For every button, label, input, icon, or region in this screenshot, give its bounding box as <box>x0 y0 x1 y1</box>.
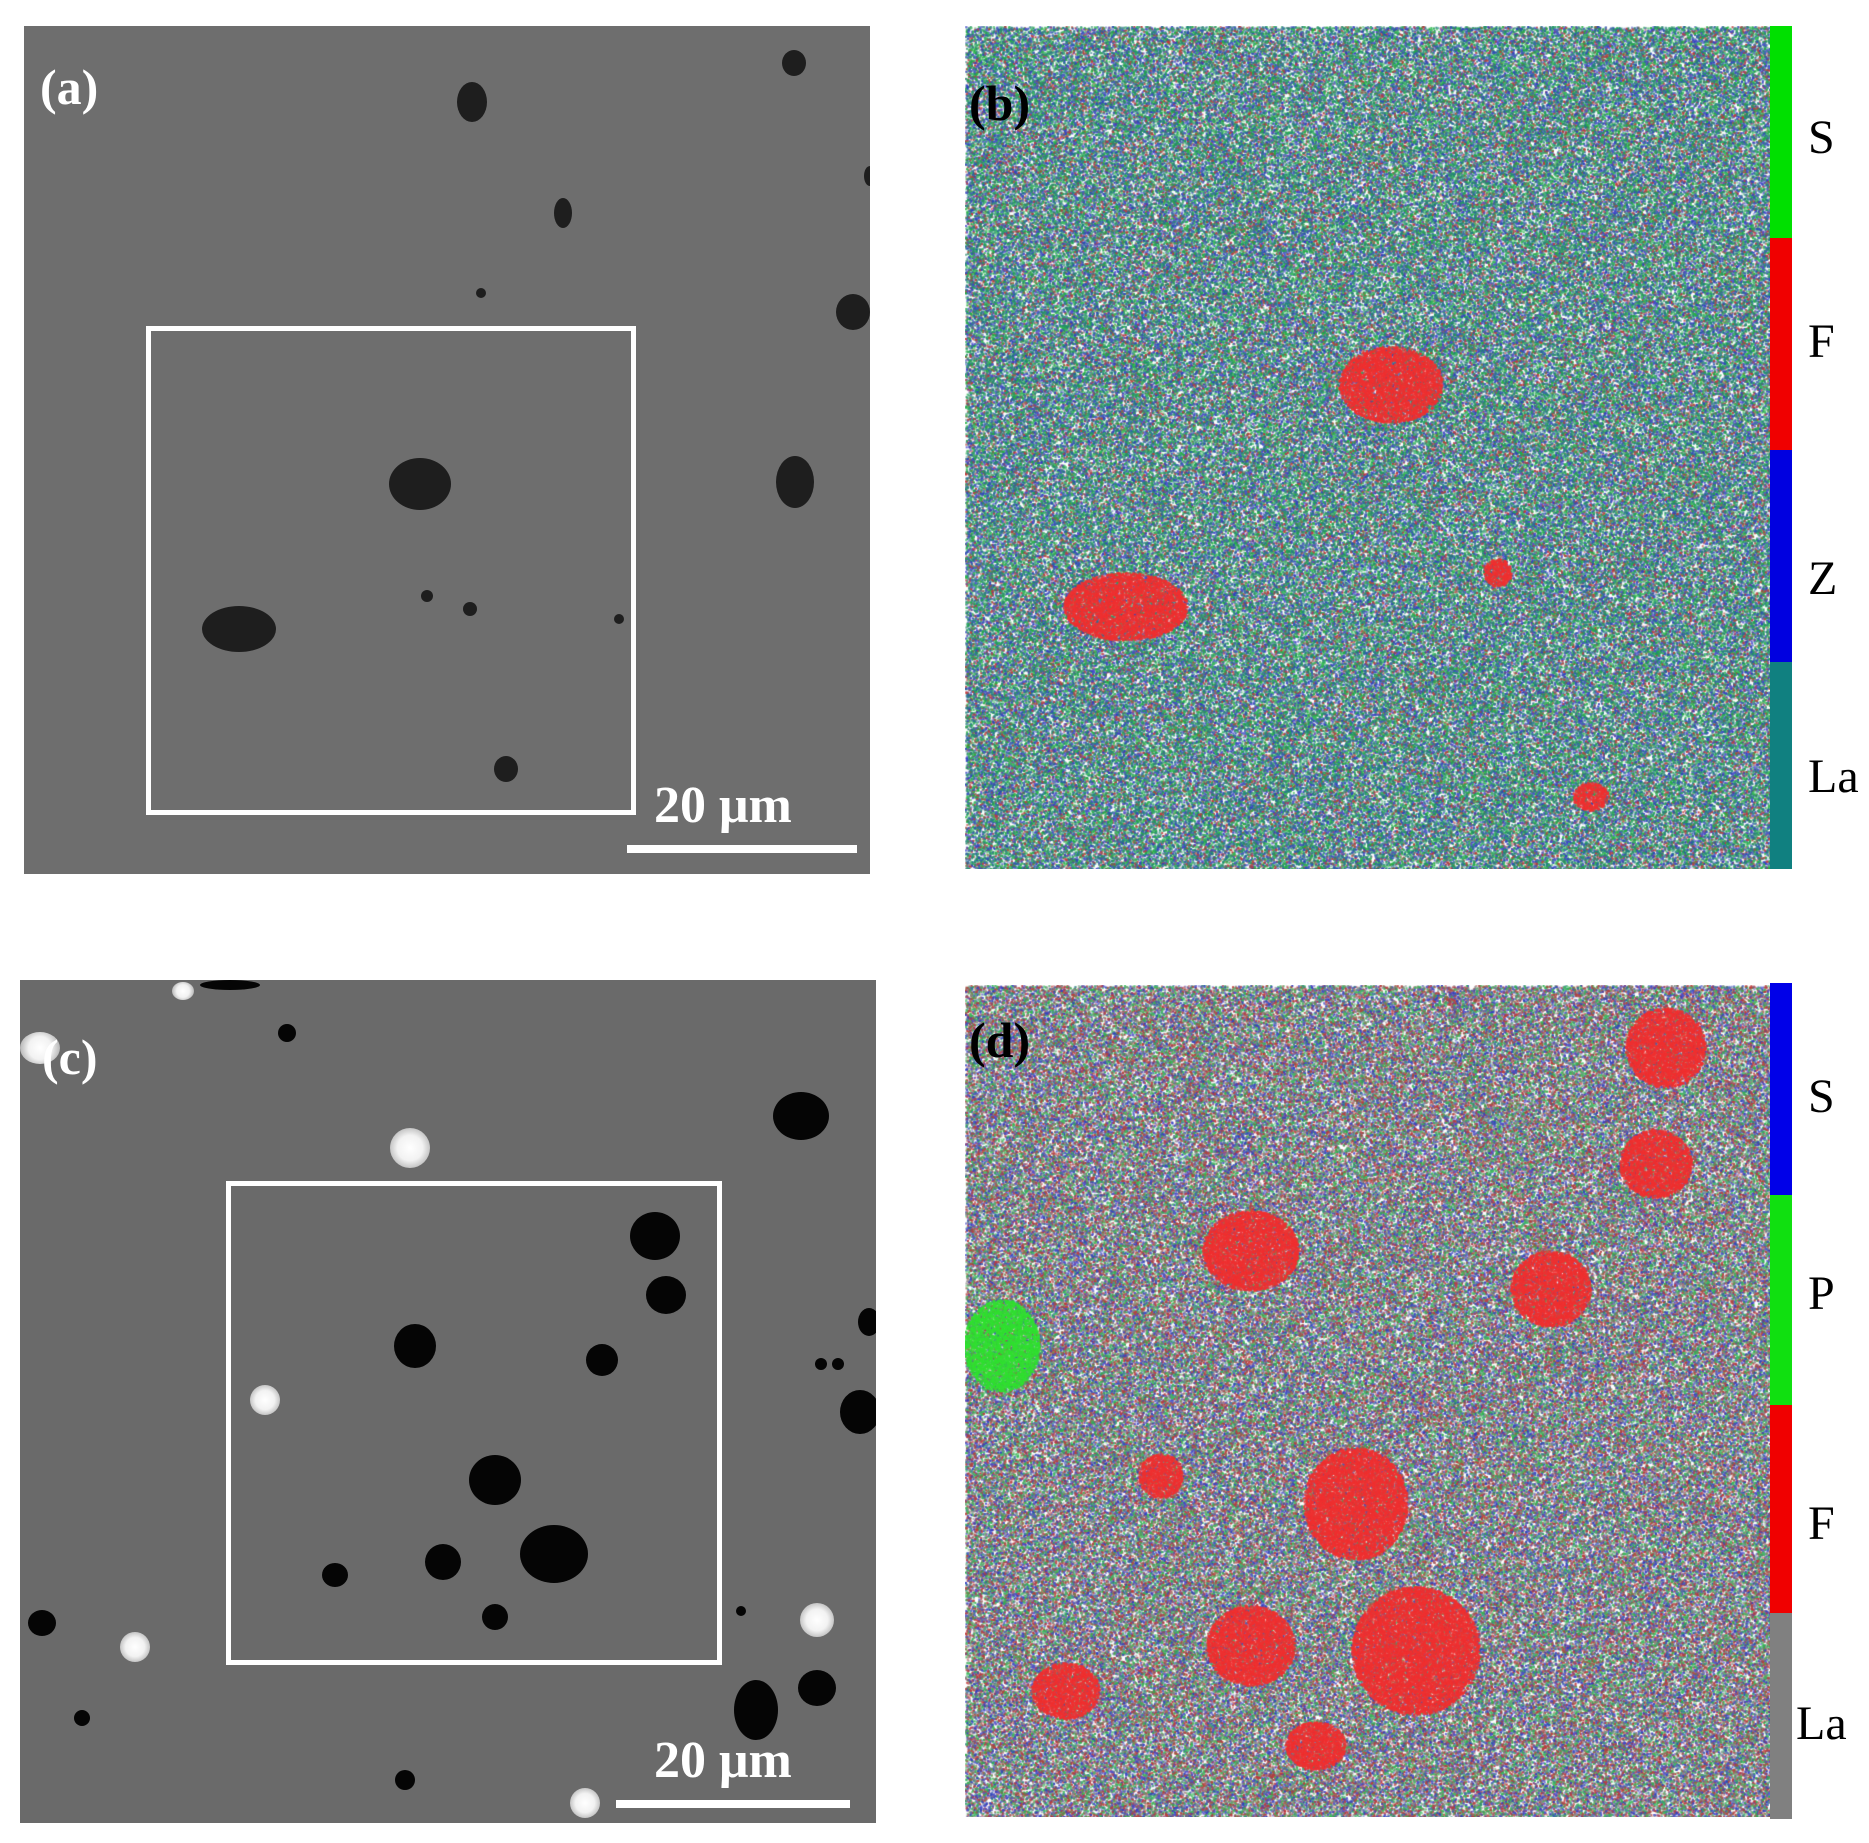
legend-label-f: F <box>1808 315 1835 368</box>
inclusion <box>614 614 624 624</box>
legend-swatch-f <box>1770 1405 1792 1613</box>
inclusion <box>74 1710 90 1726</box>
inclusion <box>476 288 486 298</box>
legend-label-la: La <box>1808 750 1859 803</box>
inclusion <box>836 294 870 330</box>
inclusion <box>782 50 806 76</box>
inclusion <box>457 82 487 122</box>
eds-map-b: (b) <box>965 26 1770 869</box>
inclusion <box>28 1610 56 1636</box>
inclusion <box>798 1670 836 1706</box>
legend-swatch-f <box>1770 238 1792 450</box>
inclusion <box>736 1606 746 1616</box>
inclusion <box>278 1024 296 1042</box>
scale-bar <box>616 1800 850 1808</box>
legend-swatch-s <box>1770 983 1792 1195</box>
inclusion <box>389 458 451 510</box>
region-of-interest-box <box>226 1181 722 1665</box>
inclusion <box>202 606 276 652</box>
inclusion <box>734 1680 778 1740</box>
eds-noise-map <box>965 985 1770 1817</box>
inclusion <box>646 1276 686 1314</box>
inclusion <box>425 1544 461 1580</box>
inclusion <box>864 166 870 186</box>
sem-image-c: (c) 20 μm <box>20 980 876 1823</box>
bright-particle <box>570 1788 600 1818</box>
inclusion <box>395 1770 415 1790</box>
legend-swatch-s <box>1770 26 1792 238</box>
eds-noise-map <box>965 26 1770 869</box>
scale-bar-label: 20 μm <box>654 777 792 834</box>
legend-swatch-z <box>1770 450 1792 662</box>
inclusion <box>776 456 814 508</box>
inclusion <box>858 1308 876 1336</box>
eds-map-d: (d) <box>965 985 1770 1817</box>
bright-particle <box>20 1032 60 1064</box>
legend-swatch-la <box>1770 662 1792 869</box>
legend-label-p: P <box>1808 1267 1835 1320</box>
region-of-interest-box <box>146 326 636 815</box>
inclusion <box>482 1604 508 1630</box>
inclusion <box>832 1358 844 1370</box>
scale-bar <box>627 845 857 853</box>
legend-label-z: Z <box>1808 552 1838 605</box>
legend-label-s: S <box>1808 1070 1835 1123</box>
inclusion <box>554 198 572 228</box>
legend-swatch-la <box>1770 1613 1792 1819</box>
legend-label-la: La <box>1796 1697 1847 1750</box>
inclusion <box>469 1455 521 1505</box>
panel-label-b: (b) <box>969 75 1031 131</box>
inclusion <box>200 980 260 990</box>
panel-label-d: (d) <box>969 1012 1031 1068</box>
bright-particle <box>390 1128 430 1168</box>
inclusion <box>815 1358 827 1370</box>
inclusion <box>394 1324 436 1368</box>
inclusion <box>630 1212 680 1260</box>
inclusion <box>322 1563 348 1587</box>
inclusion <box>421 590 433 602</box>
bright-particle <box>800 1603 834 1637</box>
panel-label-c: (c) <box>42 1029 98 1085</box>
inclusion <box>773 1092 829 1140</box>
bright-particle <box>172 982 194 1000</box>
inclusion <box>840 1390 876 1434</box>
bright-particle <box>250 1385 280 1415</box>
inclusion <box>494 756 518 782</box>
legend-label-s: S <box>1808 111 1835 164</box>
legend-label-f: F <box>1808 1497 1835 1550</box>
scale-bar-label: 20 μm <box>654 1732 792 1789</box>
sem-image-a: (a) 20 μm <box>24 26 870 874</box>
inclusion <box>586 1344 618 1376</box>
inclusion <box>520 1525 588 1583</box>
panel-label-a: (a) <box>40 59 99 115</box>
bright-particle <box>120 1632 150 1662</box>
legend-swatch-p <box>1770 1195 1792 1405</box>
inclusion <box>463 602 477 616</box>
